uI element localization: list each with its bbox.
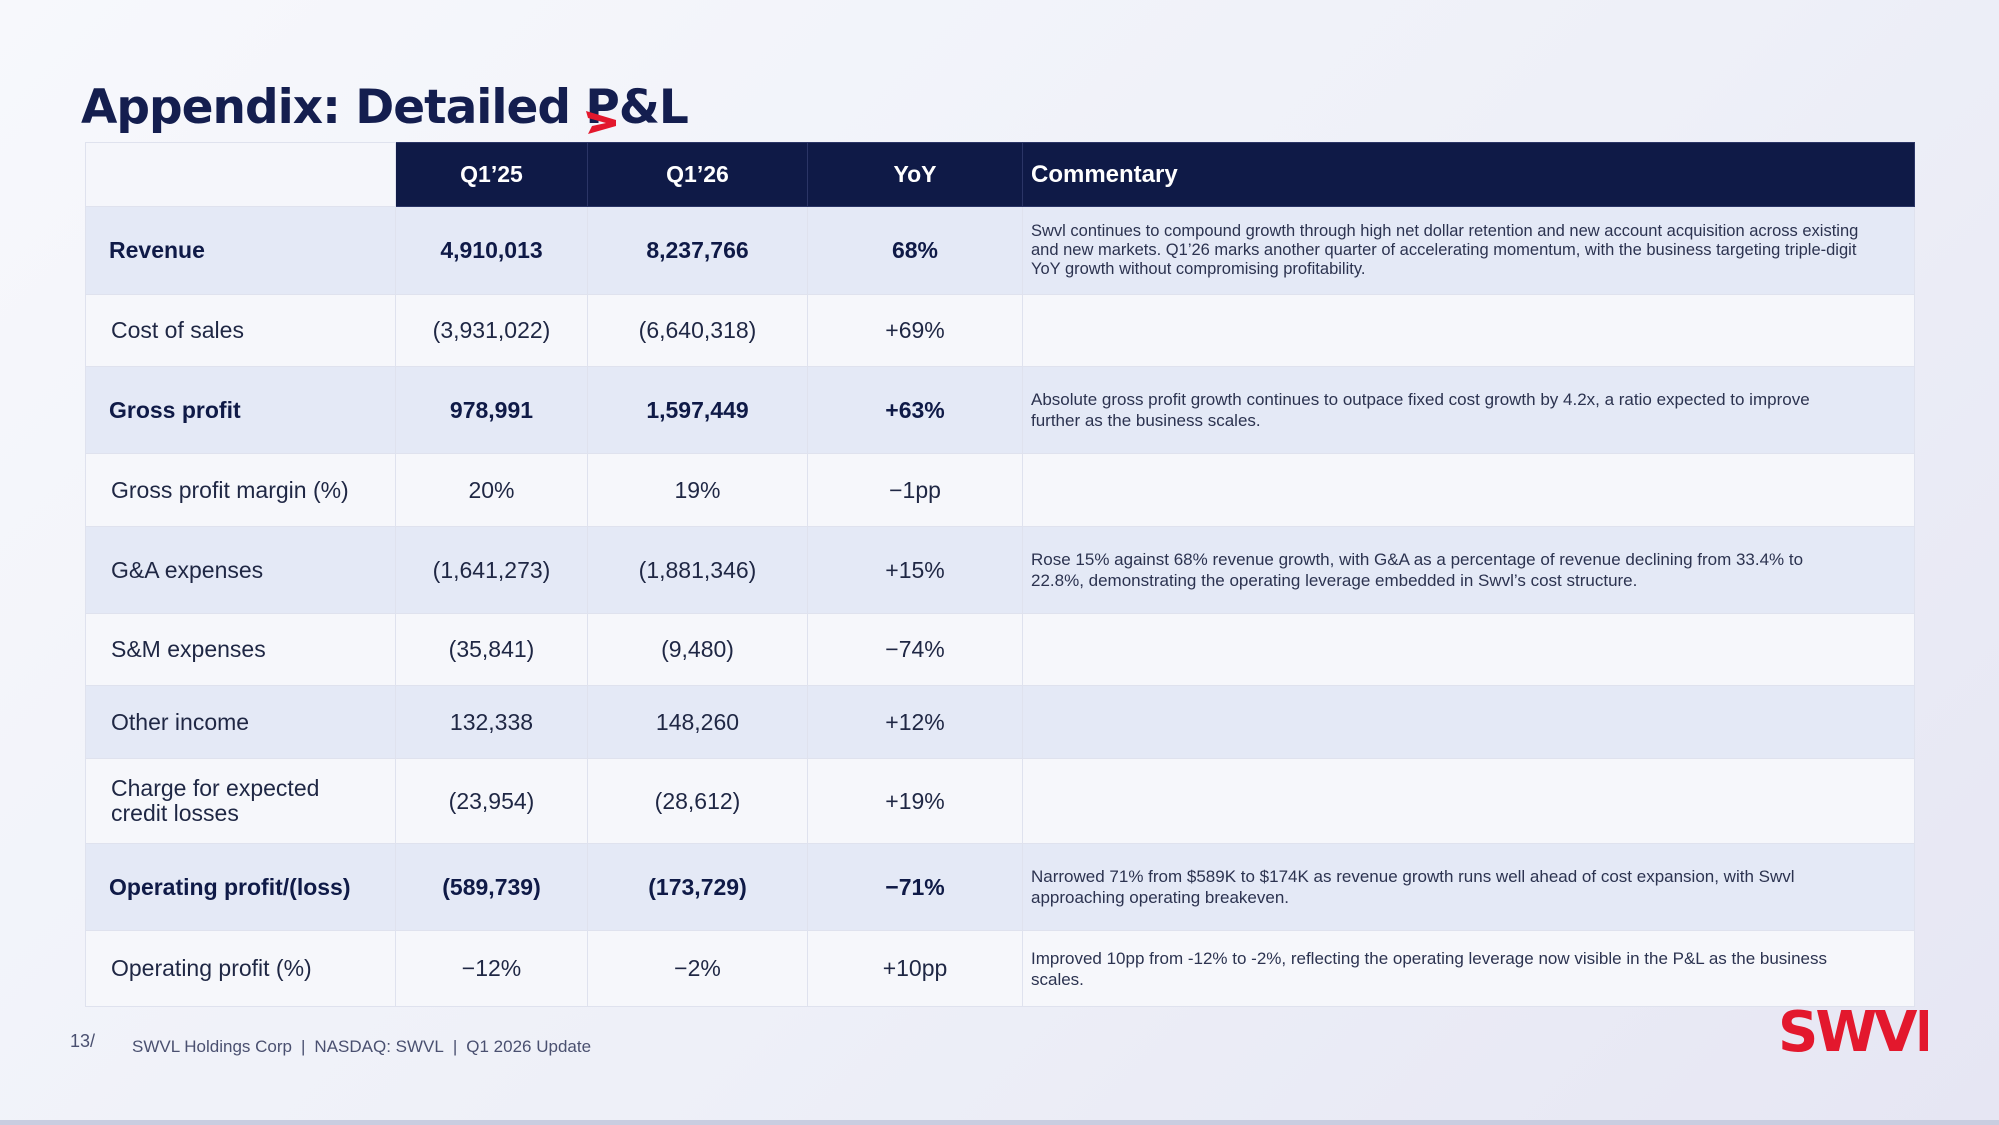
q1-26-value: −2% [587, 930, 808, 1007]
header-yoy: YoY [807, 142, 1023, 207]
q1-25-value: (35,841) [395, 613, 588, 686]
commentary-cell [1022, 453, 1915, 527]
footer-separator: | [452, 1037, 458, 1056]
table-row-cost-of-sales: Cost of sales (3,931,022) (6,640,318) +6… [85, 294, 1915, 367]
yoy-value: +12% [807, 685, 1023, 759]
q1-26-value: 8,237,766 [587, 206, 808, 295]
q1-25-value: (1,641,273) [395, 526, 588, 614]
row-label: S&M expenses [85, 613, 396, 686]
row-label: Cost of sales [85, 294, 396, 367]
footer-ticker: NASDAQ: SWVL [314, 1037, 444, 1056]
footer-text: SWVL Holdings Corp | NASDAQ: SWVL | Q1 2026 … [132, 1037, 591, 1057]
row-label: Gross profit margin (%) [85, 453, 396, 527]
row-label: G&A expenses [85, 526, 396, 614]
table-row-gross-profit-margin: Gross profit margin (%) 20% 19% −1pp [85, 453, 1915, 527]
header-q1-25: Q1’25 [395, 142, 588, 207]
yoy-value: +15% [807, 526, 1023, 614]
row-label: Operating profit/(loss) [85, 843, 396, 931]
yoy-value: −74% [807, 613, 1023, 686]
commentary-cell: Improved 10pp from -12% to -2%, reflecti… [1022, 930, 1915, 1007]
yoy-value: −1pp [807, 453, 1023, 527]
footer-separator: | [301, 1037, 306, 1056]
page-title: Appendix: Detailed P&L [81, 80, 689, 135]
yoy-value: +63% [807, 366, 1023, 454]
commentary-cell: Narrowed 71% from $589K to $174K as reve… [1022, 843, 1915, 931]
q1-25-value: (3,931,022) [395, 294, 588, 367]
table-row-ga-expenses: G&A expenses (1,641,273) (1,881,346) +15… [85, 526, 1915, 614]
red-chevron-icon [586, 111, 616, 134]
commentary-cell [1022, 685, 1915, 759]
yoy-value: 68% [807, 206, 1023, 295]
row-label: Charge for expected credit losses [85, 758, 396, 844]
commentary-cell [1022, 758, 1915, 844]
row-label: Other income [85, 685, 396, 759]
commentary-cell: Swvl continues to compound growth throug… [1022, 206, 1915, 295]
logo-text: SWVL [1778, 1006, 1928, 1056]
commentary-cell: Absolute gross profit growth continues t… [1022, 366, 1915, 454]
yoy-value: −71% [807, 843, 1023, 931]
row-label: Gross profit [85, 366, 396, 454]
q1-26-value: 148,260 [587, 685, 808, 759]
table-row-revenue: Revenue 4,910,013 8,237,766 68% Swvl con… [85, 206, 1915, 295]
row-label: Operating profit (%) [85, 930, 396, 1007]
row-label: Revenue [85, 206, 396, 295]
yoy-value: +10pp [807, 930, 1023, 1007]
table-row-operating-profit: Operating profit/(loss) (589,739) (173,7… [85, 843, 1915, 931]
swvl-logo: SWVL [1778, 1006, 1928, 1056]
q1-26-value: 19% [587, 453, 808, 527]
q1-26-value: (1,881,346) [587, 526, 808, 614]
q1-26-value: (6,640,318) [587, 294, 808, 367]
q1-26-value: 1,597,449 [587, 366, 808, 454]
header-commentary: Commentary [1022, 142, 1915, 207]
table-row-gross-profit: Gross profit 978,991 1,597,449 +63% Abso… [85, 366, 1915, 454]
q1-26-value: (173,729) [587, 843, 808, 931]
table-row-credit-losses: Charge for expected credit losses (23,95… [85, 758, 1915, 844]
commentary-cell [1022, 613, 1915, 686]
yoy-value: +19% [807, 758, 1023, 844]
table-row-operating-profit-pct: Operating profit (%) −12% −2% +10pp Impr… [85, 930, 1915, 1007]
yoy-value: +69% [807, 294, 1023, 367]
commentary-cell [1022, 294, 1915, 367]
table-row-sm-expenses: S&M expenses (35,841) (9,480) −74% [85, 613, 1915, 686]
q1-26-value: (28,612) [587, 758, 808, 844]
q1-25-value: 132,338 [395, 685, 588, 759]
q1-25-value: 20% [395, 453, 588, 527]
table-row-other-income: Other income 132,338 148,260 +12% [85, 685, 1915, 759]
commentary-cell: Rose 15% against 68% revenue growth, wit… [1022, 526, 1915, 614]
q1-25-value: −12% [395, 930, 588, 1007]
header-q1-26: Q1’26 [587, 142, 808, 207]
bottom-divider [0, 1120, 1999, 1125]
q1-26-value: (9,480) [587, 613, 808, 686]
q1-25-value: 4,910,013 [395, 206, 588, 295]
footer-company: SWVL Holdings Corp [132, 1037, 292, 1056]
table-header-row: Q1’25 Q1’26 YoY Commentary [85, 142, 1915, 207]
page-number: 13/ [70, 1031, 96, 1051]
q1-25-value: 978,991 [395, 366, 588, 454]
q1-25-value: (23,954) [395, 758, 588, 844]
header-corner [85, 142, 396, 207]
footer-update: Q1 2026 Update [466, 1037, 592, 1056]
q1-25-value: (589,739) [395, 843, 588, 931]
pl-table: Q1’25 Q1’26 YoY Commentary Revenue 4,910… [85, 142, 1915, 1007]
